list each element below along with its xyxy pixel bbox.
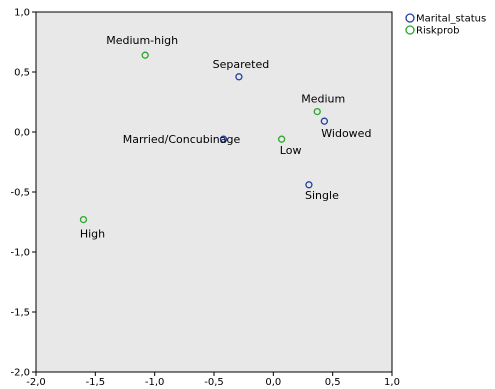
data-point-label: High bbox=[80, 228, 105, 241]
data-point-label: Medium bbox=[301, 93, 345, 106]
data-point-label: Widowed bbox=[321, 127, 371, 140]
data-point bbox=[235, 73, 243, 81]
plot-area bbox=[35, 11, 393, 373]
data-point bbox=[141, 51, 149, 59]
y-tick-label: -2,0 bbox=[10, 368, 30, 379]
x-tick-label: 0,5 bbox=[325, 377, 341, 388]
data-points bbox=[79, 51, 329, 224]
data-point bbox=[320, 117, 329, 125]
data-point-label: Medium-high bbox=[106, 34, 178, 47]
x-tick-label: 1,0 bbox=[384, 377, 400, 388]
x-tick-label: -1,5 bbox=[86, 377, 106, 388]
y-tick-label: 1,0 bbox=[14, 8, 30, 19]
data-point bbox=[219, 135, 228, 143]
y-tick-label: -1,0 bbox=[10, 248, 30, 259]
x-tick-label: -0,5 bbox=[204, 377, 224, 388]
legend-marker bbox=[405, 13, 415, 23]
data-point bbox=[79, 215, 88, 224]
y-tick-label: 0,0 bbox=[14, 128, 30, 139]
data-point bbox=[277, 135, 286, 143]
axis-ticks: -2,0 -1,5 -1,0 -0,5 0,0 0,5 1,0 1,0 0,5 0,0 -0,5 -1… bbox=[10, 8, 399, 389]
legend-label: Riskprob bbox=[416, 26, 459, 37]
y-tick-label: -0,5 bbox=[10, 188, 30, 199]
x-tick-label: -2,0 bbox=[26, 377, 46, 388]
x-tick-label: 0,0 bbox=[265, 377, 281, 388]
y-tick-label: 0,5 bbox=[14, 68, 30, 79]
legend-label: Marital_status bbox=[416, 14, 486, 25]
data-point bbox=[305, 181, 313, 189]
data-point-label: Married/Concubinage bbox=[123, 133, 241, 146]
y-tick-label: -1,5 bbox=[10, 308, 30, 319]
x-tick-label: -1,0 bbox=[145, 377, 165, 388]
legend-marker bbox=[405, 25, 415, 35]
data-point-label: Low bbox=[280, 144, 302, 157]
data-point-label: Separeted bbox=[213, 58, 270, 71]
point-labels: Separeted Married/Concubinage Widowed Singl… bbox=[80, 34, 372, 240]
data-point-label: Single bbox=[305, 189, 339, 202]
data-point bbox=[313, 107, 321, 116]
